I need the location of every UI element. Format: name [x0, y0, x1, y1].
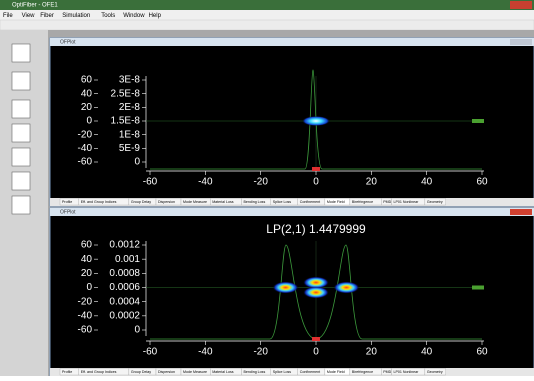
- x-tick-label: 0: [313, 177, 319, 188]
- y2-tick-label: 0: [134, 157, 140, 168]
- x-tick-label: 20: [366, 347, 378, 358]
- y-tick-label: 20: [81, 268, 93, 279]
- y-tick-label: -40: [78, 310, 93, 321]
- window-buttons[interactable]: [510, 39, 532, 45]
- y-tick-label: -60: [78, 325, 93, 336]
- center-marker: [312, 167, 320, 171]
- tab-label: Dispersion: [158, 370, 175, 374]
- tab-label: Eff. and Group Indices: [81, 370, 117, 374]
- tab-label: Eff. and Group Indices: [81, 200, 117, 204]
- tab-label: Confinement: [300, 370, 320, 374]
- tab-label: PMD: [383, 200, 391, 204]
- x-tick-label: 0: [313, 347, 319, 358]
- x-tick-label: 60: [476, 177, 488, 188]
- page: OptiFiber - OFE1 File View Fiber Simulation…: [0, 0, 534, 376]
- window-title-bar: [50, 208, 534, 216]
- tab-label: Geometry: [427, 370, 443, 374]
- window-title: OFPlot: [60, 39, 76, 45]
- y-tick-label: 40: [81, 88, 93, 99]
- y-tick-label: 20: [81, 102, 93, 113]
- x-tick-label: 40: [421, 347, 433, 358]
- tab-label: Profile: [62, 200, 72, 204]
- menu-item[interactable]: View: [22, 13, 36, 19]
- tab-label: Bending Loss: [244, 370, 266, 374]
- y2-tick-label: 0.0012: [109, 240, 140, 251]
- x-tick-label: -20: [253, 177, 268, 188]
- tab-label: Group Delay: [131, 370, 151, 374]
- tab-label: LP01 Nonlinear: [394, 200, 420, 204]
- y-tick-label: 60: [81, 240, 93, 251]
- tab-label: Splice Loss: [273, 200, 292, 204]
- tab-label: Mode Measure: [183, 370, 207, 374]
- tab-label: Bending Loss: [244, 200, 266, 204]
- app-title: OptiFiber - OFE1: [12, 3, 58, 9]
- tab-label: Group Delay: [131, 200, 151, 204]
- y-tick-label: -20: [78, 129, 93, 140]
- y-tick-label: -40: [78, 143, 93, 154]
- y2-tick-label: 0.001: [115, 254, 140, 265]
- y-tick-label: 40: [81, 254, 93, 265]
- y2-tick-label: 0: [134, 325, 140, 336]
- tab-label: Material Loss: [212, 370, 234, 374]
- tab-label: Geometry: [427, 200, 443, 204]
- mode-lobe: [333, 282, 359, 294]
- y2-tick-label: 1E-8: [119, 129, 141, 140]
- menu-item[interactable]: Help: [149, 13, 162, 19]
- mode-lobe: [303, 286, 329, 298]
- tab-label: Confinement: [300, 200, 320, 204]
- y2-tick-label: 0.0002: [109, 310, 140, 321]
- window-title: OFPlot: [60, 209, 76, 215]
- tab-label: Mode Field: [327, 200, 345, 204]
- x-tick-label: 40: [421, 177, 433, 188]
- tab-label: Birefringence: [352, 200, 373, 204]
- tab-label: LP01 Nonlinear: [394, 370, 420, 374]
- mode-lobe: [273, 282, 299, 294]
- tab-label: Birefringence: [352, 370, 373, 374]
- y2-tick-label: 2.5E-8: [111, 88, 141, 99]
- y-tick-label: 0: [86, 116, 92, 127]
- right-marker: [472, 119, 484, 123]
- x-tick-label: -40: [198, 347, 213, 358]
- y2-tick-label: 1.5E-8: [111, 116, 141, 127]
- x-tick-label: -60: [143, 177, 158, 188]
- plot-title: LP(2,1) 1.4479999: [266, 222, 366, 236]
- x-tick-label: -40: [198, 177, 213, 188]
- menu-item[interactable]: File: [3, 13, 13, 19]
- y-tick-label: 60: [81, 75, 93, 86]
- menu-item[interactable]: Simulation: [62, 13, 90, 19]
- x-tick-label: -20: [253, 347, 268, 358]
- tab-label: Material Loss: [212, 200, 234, 204]
- window-controls[interactable]: [510, 1, 532, 9]
- tab-label: Mode Field: [327, 370, 345, 374]
- right-marker: [472, 286, 484, 290]
- y2-tick-label: 0.0008: [109, 268, 140, 279]
- tab-label: Profile: [62, 370, 72, 374]
- y-tick-label: -20: [78, 296, 93, 307]
- x-tick-label: 60: [476, 347, 488, 358]
- tab-label: Splice Loss: [273, 370, 292, 374]
- menu-item[interactable]: Fiber: [40, 13, 54, 19]
- x-tick-label: -60: [143, 347, 158, 358]
- window-buttons[interactable]: [510, 209, 532, 215]
- toolbar: [0, 20, 534, 30]
- center-marker: [312, 337, 320, 341]
- x-tick-label: 20: [366, 177, 378, 188]
- y2-tick-label: 3E-8: [119, 75, 141, 86]
- y-tick-label: 0: [86, 282, 92, 293]
- tab-label: PMD: [383, 370, 391, 374]
- y2-tick-label: 2E-8: [119, 102, 141, 113]
- y2-tick-label: 5E-9: [119, 143, 141, 154]
- title-bar: [0, 0, 534, 10]
- tab-label: Mode Measure: [183, 200, 207, 204]
- y-tick-label: -60: [78, 157, 93, 168]
- screen: OptiFiber - OFE1 File View Fiber Simulation…: [0, 0, 534, 376]
- window-title-bar: [50, 38, 534, 46]
- tab-label: Dispersion: [158, 200, 175, 204]
- menu-item[interactable]: Tools: [101, 13, 115, 19]
- menu-item[interactable]: Window: [123, 13, 145, 19]
- y2-tick-label: 0.0004: [109, 296, 140, 307]
- y2-tick-label: 0.0006: [109, 282, 140, 293]
- mode-field: [302, 116, 330, 126]
